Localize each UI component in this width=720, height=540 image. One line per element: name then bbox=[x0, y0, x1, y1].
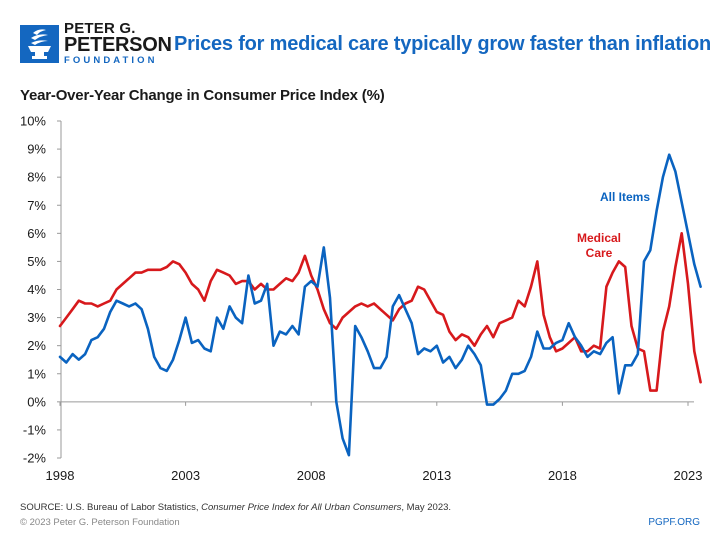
series-labels: All Items Medical Care bbox=[577, 190, 650, 260]
source-prefix: SOURCE: U.S. Bureau of Labor Statistics, bbox=[20, 502, 202, 513]
y-tick-label: 4% bbox=[27, 282, 46, 297]
y-tick-label: 10% bbox=[20, 114, 46, 129]
x-tick-label: 2008 bbox=[297, 468, 326, 483]
series-label-medical-care: Medical Care bbox=[577, 231, 621, 260]
series-all-items bbox=[58, 153, 702, 457]
y-tick-label: 5% bbox=[27, 254, 46, 269]
y-axis: -2% -1% 0% 1% 2% 3% 4% 5% 6% 7% 8% 9% 10% bbox=[20, 114, 62, 466]
y-tick-label: 2% bbox=[27, 338, 46, 353]
series-layer bbox=[58, 153, 702, 457]
chart-headline: Prices for medical care typically grow f… bbox=[174, 33, 712, 55]
source-title: Consumer Price Index for All Urban Consu… bbox=[201, 502, 402, 513]
chart-subtitle: Year-Over-Year Change in Consumer Price … bbox=[20, 87, 385, 104]
copyright: © 2023 Peter G. Peterson Foundation bbox=[20, 517, 180, 528]
y-tick-label: 9% bbox=[27, 142, 46, 157]
source-suffix: , May 2023. bbox=[401, 502, 452, 513]
site-link[interactable]: PGPF.ORG bbox=[648, 517, 700, 528]
logo-wordmark: PETER G. PETERSON FOUNDATION bbox=[64, 20, 172, 66]
y-tick-label: 0% bbox=[27, 394, 46, 409]
source-note: SOURCE: U.S. Bureau of Labor Statistics,… bbox=[20, 502, 451, 513]
series-label-line: All Items bbox=[600, 190, 650, 204]
y-tick-label: 1% bbox=[27, 366, 46, 381]
y-tick-label: 8% bbox=[27, 170, 46, 185]
series-label-all-items: All Items bbox=[600, 190, 650, 204]
y-tick-label: 3% bbox=[27, 310, 46, 325]
series-label-line: Care bbox=[586, 246, 613, 260]
y-tick-label: 7% bbox=[27, 198, 46, 213]
x-axis: 1998 2003 2008 2013 2018 2023 bbox=[46, 401, 703, 483]
series-medical-care bbox=[58, 232, 702, 392]
y-tick-label: -2% bbox=[23, 451, 47, 466]
x-tick-label: 1998 bbox=[46, 468, 75, 483]
y-tick-label: -1% bbox=[23, 422, 47, 437]
x-tick-label: 2018 bbox=[548, 468, 577, 483]
logo-line-1: PETER G. bbox=[64, 20, 136, 37]
torch-icon bbox=[28, 29, 51, 59]
series-label-line: Medical bbox=[577, 231, 621, 245]
logo-mark bbox=[20, 25, 59, 63]
x-tick-label: 2013 bbox=[422, 468, 451, 483]
x-tick-label: 2003 bbox=[171, 468, 200, 483]
logo-line-2: PETERSON bbox=[64, 34, 172, 56]
x-tick-label: 2023 bbox=[674, 468, 703, 483]
logo-line-3: FOUNDATION bbox=[64, 55, 158, 66]
y-tick-label: 6% bbox=[27, 226, 46, 241]
